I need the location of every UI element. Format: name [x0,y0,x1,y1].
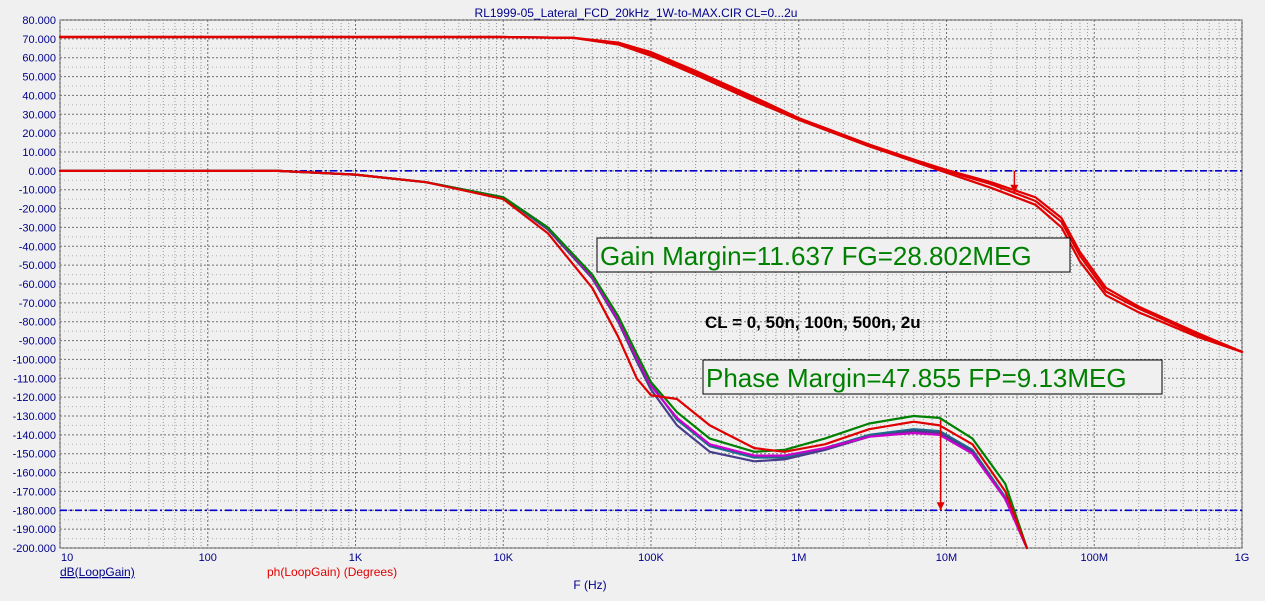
y-tick-label: 50.000 [22,72,56,84]
y-tick-label: -180.000 [13,505,56,517]
y-tick-label: -40.000 [19,241,56,253]
y-tick-label: -110.000 [13,373,56,385]
phase-margin-label: Phase Margin=47.855 FP=9.13MEG [706,363,1127,393]
margin-marker-arrow [1010,184,1019,193]
x-tick-label: 100K [638,552,664,564]
phase-margin-box [702,359,1163,395]
x-tick-label: 10M [936,552,957,564]
y-tick-label: -150.000 [13,449,56,461]
y-tick-label: -160.000 [13,468,56,480]
x-tick-label: 100M [1080,552,1108,564]
y-tick-label: -200.000 [13,543,56,555]
gain-margin-box [596,237,1071,273]
x-tick-label: 1K [349,552,363,564]
legend-ph-loopgain: ph(LoopGain) (Degrees) [267,565,397,579]
y-tick-label: -170.000 [13,486,56,498]
y-tick-label: -120.000 [13,392,56,404]
legend-db-loopgain: dB(LoopGain) [60,565,135,579]
x-tick-label: 1G [1235,552,1250,564]
x-tick-label: 10K [493,552,513,564]
y-tick-label: 70.000 [22,34,56,46]
x-axis-label: F (Hz) [573,578,606,592]
phase-margin-annotation: Phase Margin=47.855 FP=9.13MEG [702,359,1163,395]
y-tick-label: -130.000 [13,411,56,423]
x-tick-label: 100 [199,552,217,564]
y-tick-label: -20.000 [19,204,56,216]
y-tick-label: 0.000 [28,166,56,178]
y-tick-label: -70.000 [19,298,56,310]
gain-margin-annotation: Gain Margin=11.637 FG=28.802MEG [596,237,1071,273]
y-tick-label: 60.000 [22,53,56,65]
y-tick-label: 40.000 [22,90,56,102]
chart-title: RL1999-05_Lateral_FCD_20kHz_1W-to-MAX.CI… [475,6,798,20]
x-tick-label: 10 [61,552,73,564]
series-line [58,35,1244,353]
gain-margin-label: Gain Margin=11.637 FG=28.802MEG [600,241,1032,271]
y-tick-label: -190.000 [13,524,56,536]
y-axis-tick-labels: 80.000 70.000 60.000 50.000 40.000 30.000 20.0… [13,15,56,555]
series-line [58,169,1029,550]
chart-series [58,35,1244,550]
y-tick-label: -90.000 [19,336,56,348]
margin-marker-arrow [936,502,945,511]
margin-markers [936,170,1019,511]
y-tick-label: -10.000 [19,185,56,197]
x-tick-label: 1M [791,552,806,564]
y-tick-label: 80.000 [22,15,56,27]
y-tick-label: -100.000 [13,354,56,366]
y-tick-label: -80.000 [19,317,56,329]
y-tick-label: 20.000 [22,128,56,140]
y-tick-label: -50.000 [19,260,56,272]
x-axis-tick-labels: 10 100 1K 10K 100K 1M 10M 100M 1G [61,552,1249,564]
y-tick-label: 10.000 [22,147,56,159]
y-tick-label: -30.000 [19,222,56,234]
y-tick-label: 30.000 [22,109,56,121]
y-tick-label: -60.000 [19,279,56,291]
cl-values-label: CL = 0, 50n, 100n, 500n, 2u [705,313,921,332]
y-tick-label: -140.000 [13,430,56,442]
